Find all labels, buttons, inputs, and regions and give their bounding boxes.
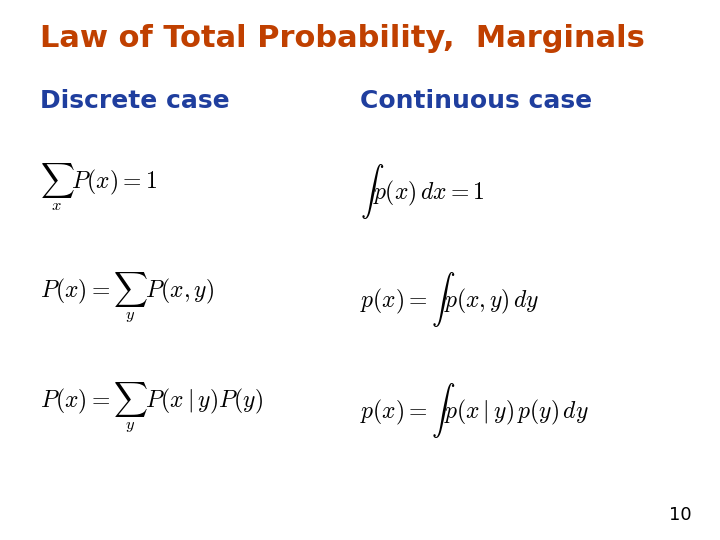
- Text: Law of Total Probability,  Marginals: Law of Total Probability, Marginals: [40, 24, 644, 53]
- Text: $P(x) = \sum_{y} P(x\mid y)P(y)$: $P(x) = \sum_{y} P(x\mid y)P(y)$: [40, 381, 263, 434]
- Text: Continuous case: Continuous case: [360, 89, 592, 113]
- Text: $p(x) = \int p(x, y)\, dy$: $p(x) = \int p(x, y)\, dy$: [360, 270, 539, 329]
- Text: $\int p(x)\, dx = 1$: $\int p(x)\, dx = 1$: [360, 162, 485, 221]
- Text: $\sum_{x} P(x) = 1$: $\sum_{x} P(x) = 1$: [40, 162, 157, 213]
- Text: Discrete case: Discrete case: [40, 89, 229, 113]
- Text: $P(x) = \sum_{y} P(x, y)$: $P(x) = \sum_{y} P(x, y)$: [40, 270, 214, 323]
- Text: $p(x) = \int p(x\mid y)\,p(y)\, dy$: $p(x) = \int p(x\mid y)\,p(y)\, dy$: [360, 381, 589, 440]
- Text: 10: 10: [669, 506, 691, 524]
